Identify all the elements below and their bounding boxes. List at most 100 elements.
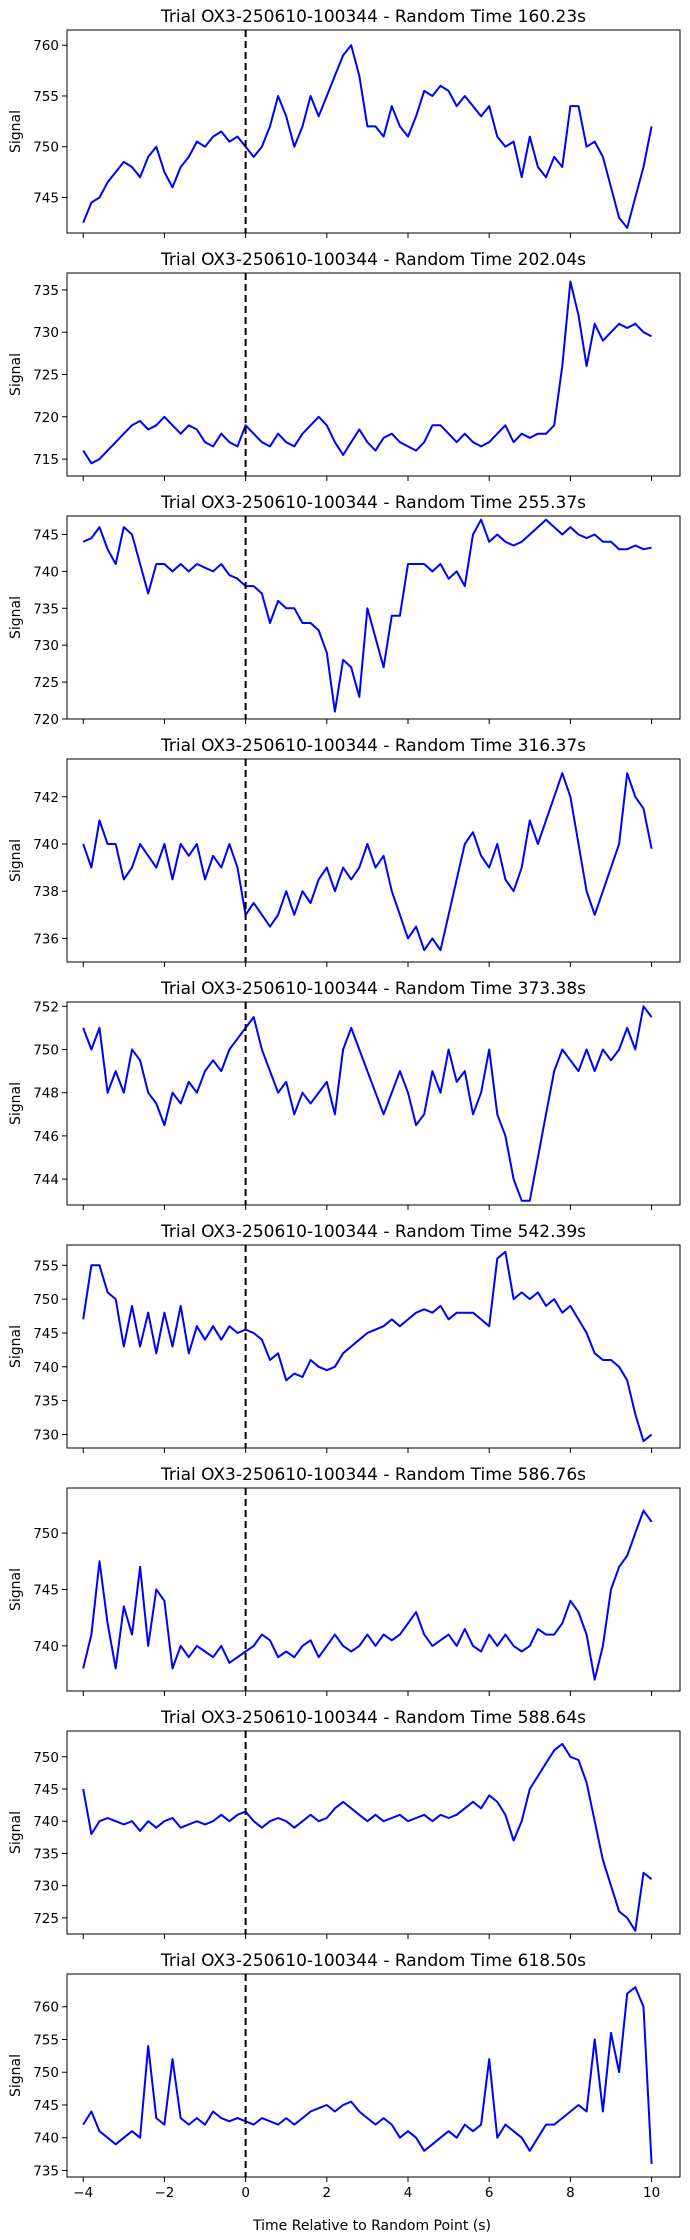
y-axis-label: Signal	[8, 110, 24, 153]
y-tick-label: 745	[33, 2098, 59, 2114]
y-tick-label: 750	[33, 140, 59, 156]
y-tick-label: 745	[33, 1782, 59, 1798]
plot-frame	[66, 515, 681, 720]
y-tick-label: 750	[33, 1043, 59, 1059]
signal-series-line	[82, 772, 653, 952]
y-tick-label: 755	[33, 89, 59, 105]
y-axis-label: Signal	[8, 839, 24, 882]
y-tick-label: 735	[33, 1846, 59, 1862]
plot-frame	[66, 1244, 681, 1449]
y-tick-label: 740	[33, 2131, 59, 2147]
y-tick-label: 730	[33, 1879, 59, 1895]
chart-title: Trial OX3-250610-100344 - Random Time 31…	[160, 736, 586, 756]
chart-title: Trial OX3-250610-100344 - Random Time 61…	[160, 1951, 586, 1971]
x-tick-label: 6	[485, 2185, 494, 2201]
y-axis-label: Signal	[8, 1811, 24, 1854]
y-tick-label: 750	[33, 1750, 59, 1766]
chart-panel-6: Trial OX3-250610-100344 - Random Time 54…	[8, 1222, 681, 1453]
y-tick-label: 745	[33, 527, 59, 543]
x-tick-label: 10	[643, 2185, 660, 2201]
y-tick-label: 720	[33, 712, 59, 728]
y-tick-label: 752	[33, 999, 59, 1015]
y-tick-label: 755	[33, 1258, 59, 1274]
chart-title: Trial OX3-250610-100344 - Random Time 58…	[160, 1465, 586, 1485]
plot-frame	[66, 29, 681, 234]
y-tick-label: 735	[33, 601, 59, 617]
y-tick-label: 760	[33, 38, 59, 54]
signal-series-line	[82, 1005, 653, 1202]
signal-series-line	[82, 1986, 653, 2164]
y-tick-label: 760	[33, 2000, 59, 2016]
y-tick-label: 750	[33, 1292, 59, 1308]
y-tick-label: 740	[33, 837, 59, 853]
chart-panel-2: Trial OX3-250610-100344 - Random Time 20…	[8, 250, 681, 481]
y-tick-label: 730	[33, 638, 59, 654]
y-tick-label: 746	[33, 1129, 59, 1145]
y-tick-label: 725	[33, 368, 59, 384]
x-tick-label: −2	[154, 2185, 174, 2201]
x-tick-label: −4	[73, 2185, 93, 2201]
y-tick-label: 735	[33, 2163, 59, 2179]
x-tick-label: 0	[241, 2185, 250, 2201]
chart-panel-8: Trial OX3-250610-100344 - Random Time 58…	[8, 1708, 681, 1939]
y-tick-label: 730	[33, 1427, 59, 1443]
y-tick-label: 725	[33, 1911, 59, 1927]
y-tick-label: 736	[33, 931, 59, 947]
y-tick-label: 745	[33, 1326, 59, 1342]
plot-frame	[66, 1001, 681, 1206]
y-tick-label: 735	[33, 283, 59, 299]
x-axis-label: Time Relative to Random Point (s)	[252, 2218, 491, 2234]
plot-frame	[66, 272, 681, 477]
plot-frame	[66, 758, 681, 963]
y-tick-label: 750	[33, 2065, 59, 2081]
y-axis-label: Signal	[8, 1082, 24, 1125]
x-tick-label: 4	[404, 2185, 413, 2201]
y-axis-label: Signal	[8, 353, 24, 396]
y-tick-label: 744	[33, 1172, 59, 1188]
y-axis-label: Signal	[8, 596, 24, 639]
plot-frame	[66, 1973, 681, 2178]
chart-title: Trial OX3-250610-100344 - Random Time 20…	[160, 250, 586, 270]
y-tick-label: 742	[33, 790, 59, 806]
y-tick-label: 725	[33, 675, 59, 691]
y-tick-label: 745	[33, 1583, 59, 1599]
chart-panel-4: Trial OX3-250610-100344 - Random Time 31…	[8, 736, 681, 967]
x-tick-label: 2	[323, 2185, 332, 2201]
y-tick-label: 738	[33, 884, 59, 900]
chart-title: Trial OX3-250610-100344 - Random Time 54…	[160, 1222, 586, 1242]
y-tick-label: 745	[33, 190, 59, 206]
chart-title: Trial OX3-250610-100344 - Random Time 16…	[160, 7, 586, 27]
y-axis-label: Signal	[8, 2054, 24, 2097]
y-tick-label: 740	[33, 1360, 59, 1376]
y-tick-label: 750	[33, 1526, 59, 1542]
plot-frame	[66, 1730, 681, 1935]
signal-series-line	[82, 1742, 653, 1932]
y-tick-label: 735	[33, 1394, 59, 1410]
chart-panel-5: Trial OX3-250610-100344 - Random Time 37…	[8, 979, 681, 1210]
chart-panel-7: Trial OX3-250610-100344 - Random Time 58…	[8, 1465, 681, 1696]
y-tick-label: 755	[33, 2032, 59, 2048]
signal-series-line	[82, 518, 652, 713]
y-tick-label: 740	[33, 1639, 59, 1655]
signal-series-line	[82, 280, 653, 465]
y-tick-label: 740	[33, 1814, 59, 1830]
chart-panel-3: Trial OX3-250610-100344 - Random Time 25…	[8, 493, 681, 728]
y-tick-label: 730	[33, 325, 59, 341]
chart-panel-1: Trial OX3-250610-100344 - Random Time 16…	[8, 7, 681, 238]
x-tick-label: 8	[566, 2185, 575, 2201]
signal-series-line	[82, 1509, 653, 1681]
chart-panel-9: Trial OX3-250610-100344 - Random Time 61…	[8, 1951, 681, 2201]
chart-title: Trial OX3-250610-100344 - Random Time 37…	[160, 979, 586, 999]
y-tick-label: 748	[33, 1086, 59, 1102]
chart-title: Trial OX3-250610-100344 - Random Time 58…	[160, 1708, 586, 1728]
y-tick-label: 720	[33, 410, 59, 426]
y-tick-label: 715	[33, 452, 59, 468]
plot-frame	[66, 1487, 681, 1692]
y-axis-label: Signal	[8, 1325, 24, 1368]
y-axis-label: Signal	[8, 1568, 24, 1611]
signal-series-line	[82, 44, 653, 229]
chart-title: Trial OX3-250610-100344 - Random Time 25…	[160, 493, 586, 513]
y-tick-label: 740	[33, 564, 59, 580]
signal-series-line	[82, 1250, 653, 1443]
